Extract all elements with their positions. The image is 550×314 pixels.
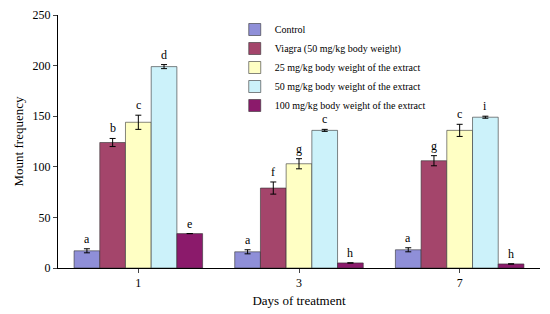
svg-text:a: a <box>405 231 411 245</box>
svg-text:a: a <box>84 232 90 246</box>
svg-text:d: d <box>161 48 167 62</box>
svg-text:100 mg/kg body weight of the e: 100 mg/kg body weight of the extract <box>275 100 426 111</box>
svg-text:50 mg/kg body weight of the ex: 50 mg/kg body weight of the extract <box>275 81 421 92</box>
svg-text:c: c <box>136 98 141 112</box>
svg-text:h: h <box>347 246 353 260</box>
svg-text:50: 50 <box>39 211 51 225</box>
svg-text:Control: Control <box>275 24 306 35</box>
svg-text:g: g <box>296 142 302 156</box>
svg-text:c: c <box>457 107 462 121</box>
svg-text:Viagra (50 mg/kg body weight): Viagra (50 mg/kg body weight) <box>275 43 401 55</box>
svg-text:i: i <box>483 99 487 113</box>
svg-text:0: 0 <box>45 261 51 275</box>
svg-text:200: 200 <box>33 59 51 73</box>
svg-text:g: g <box>431 139 437 153</box>
svg-text:150: 150 <box>33 109 51 123</box>
svg-text:c: c <box>322 112 327 126</box>
svg-text:e: e <box>187 217 192 231</box>
svg-text:a: a <box>245 233 251 247</box>
svg-text:b: b <box>110 121 116 135</box>
svg-text:100: 100 <box>33 160 51 174</box>
svg-text:7: 7 <box>457 276 463 290</box>
svg-text:Days of treatment: Days of treatment <box>252 293 346 308</box>
svg-text:3: 3 <box>296 276 302 290</box>
svg-text:250: 250 <box>33 8 51 22</box>
svg-text:f: f <box>271 165 275 179</box>
svg-text:Mount frequency: Mount frequency <box>11 96 26 186</box>
svg-text:25 mg/kg body weight of the ex: 25 mg/kg body weight of the extract <box>275 62 421 73</box>
svg-text:1: 1 <box>135 276 141 290</box>
svg-text:h: h <box>508 247 514 261</box>
